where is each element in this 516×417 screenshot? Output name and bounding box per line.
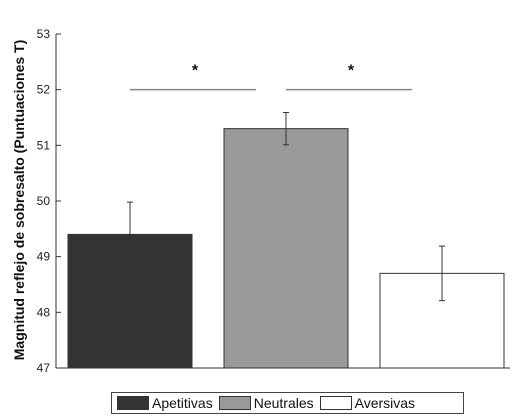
y-axis-label: Magnitud reflejo de sobresalto (Puntuaci… (11, 40, 27, 360)
legend-label-aversivas: Aversivas (355, 395, 415, 411)
y-tick-label: 50 (37, 194, 51, 208)
y-tick-label: 52 (37, 83, 51, 97)
legend-item-neutrales: Neutrales (219, 395, 314, 411)
bar-neutrales (224, 129, 348, 368)
legend-label-neutrales: Neutrales (254, 395, 314, 411)
legend: Apetitivas Neutrales Aversivas (111, 392, 464, 414)
significance-markers: * * (130, 63, 412, 90)
y-tick-label: 47 (37, 361, 51, 375)
legend-label-apetitivas: Apetitivas (152, 395, 213, 411)
significance-star: * (348, 63, 355, 80)
legend-swatch-apetitivas (117, 396, 149, 410)
significance-star: * (192, 63, 199, 80)
bars (68, 129, 504, 368)
legend-item-aversivas: Aversivas (320, 395, 415, 411)
y-tick-label: 49 (37, 250, 51, 264)
y-tick-label: 48 (37, 305, 51, 319)
y-tick-label: 53 (37, 27, 51, 41)
legend-item-apetitivas: Apetitivas (117, 395, 213, 411)
legend-swatch-aversivas (320, 396, 352, 410)
y-tick-label: 51 (37, 138, 51, 152)
legend-swatch-neutrales (219, 396, 251, 410)
